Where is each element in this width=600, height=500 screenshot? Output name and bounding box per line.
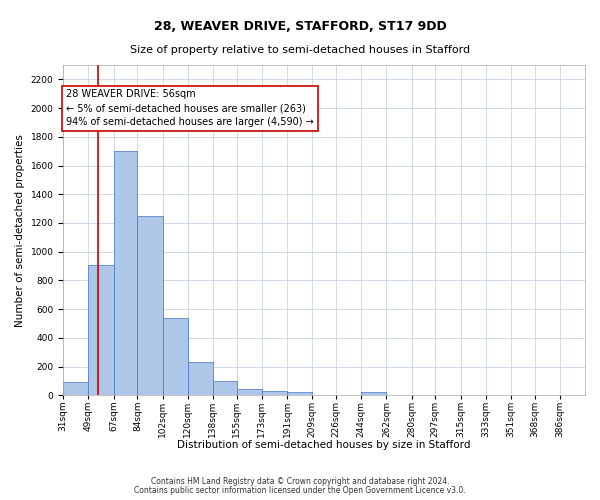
Bar: [137, 216, 163, 396]
Bar: [213, 381, 237, 396]
Bar: [63, 382, 88, 396]
X-axis label: Distribution of semi-detached houses by size in Stafford: Distribution of semi-detached houses by …: [178, 440, 471, 450]
Text: 28 WEAVER DRIVE: 56sqm
← 5% of semi-detached houses are smaller (263)
94% of sem: 28 WEAVER DRIVE: 56sqm ← 5% of semi-deta…: [66, 90, 314, 128]
Text: Contains public sector information licensed under the Open Government Licence v3: Contains public sector information licen…: [134, 486, 466, 495]
Bar: [163, 318, 188, 396]
Bar: [88, 264, 113, 396]
Bar: [188, 362, 213, 396]
Text: 28, WEAVER DRIVE, STAFFORD, ST17 9DD: 28, WEAVER DRIVE, STAFFORD, ST17 9DD: [154, 20, 446, 33]
Text: Size of property relative to semi-detached houses in Stafford: Size of property relative to semi-detach…: [130, 45, 470, 55]
Y-axis label: Number of semi-detached properties: Number of semi-detached properties: [15, 134, 25, 326]
Bar: [361, 392, 386, 396]
Text: Contains HM Land Registry data © Crown copyright and database right 2024.: Contains HM Land Registry data © Crown c…: [151, 477, 449, 486]
Bar: [237, 390, 262, 396]
Bar: [287, 392, 312, 396]
Bar: [262, 391, 287, 396]
Bar: [113, 151, 137, 396]
